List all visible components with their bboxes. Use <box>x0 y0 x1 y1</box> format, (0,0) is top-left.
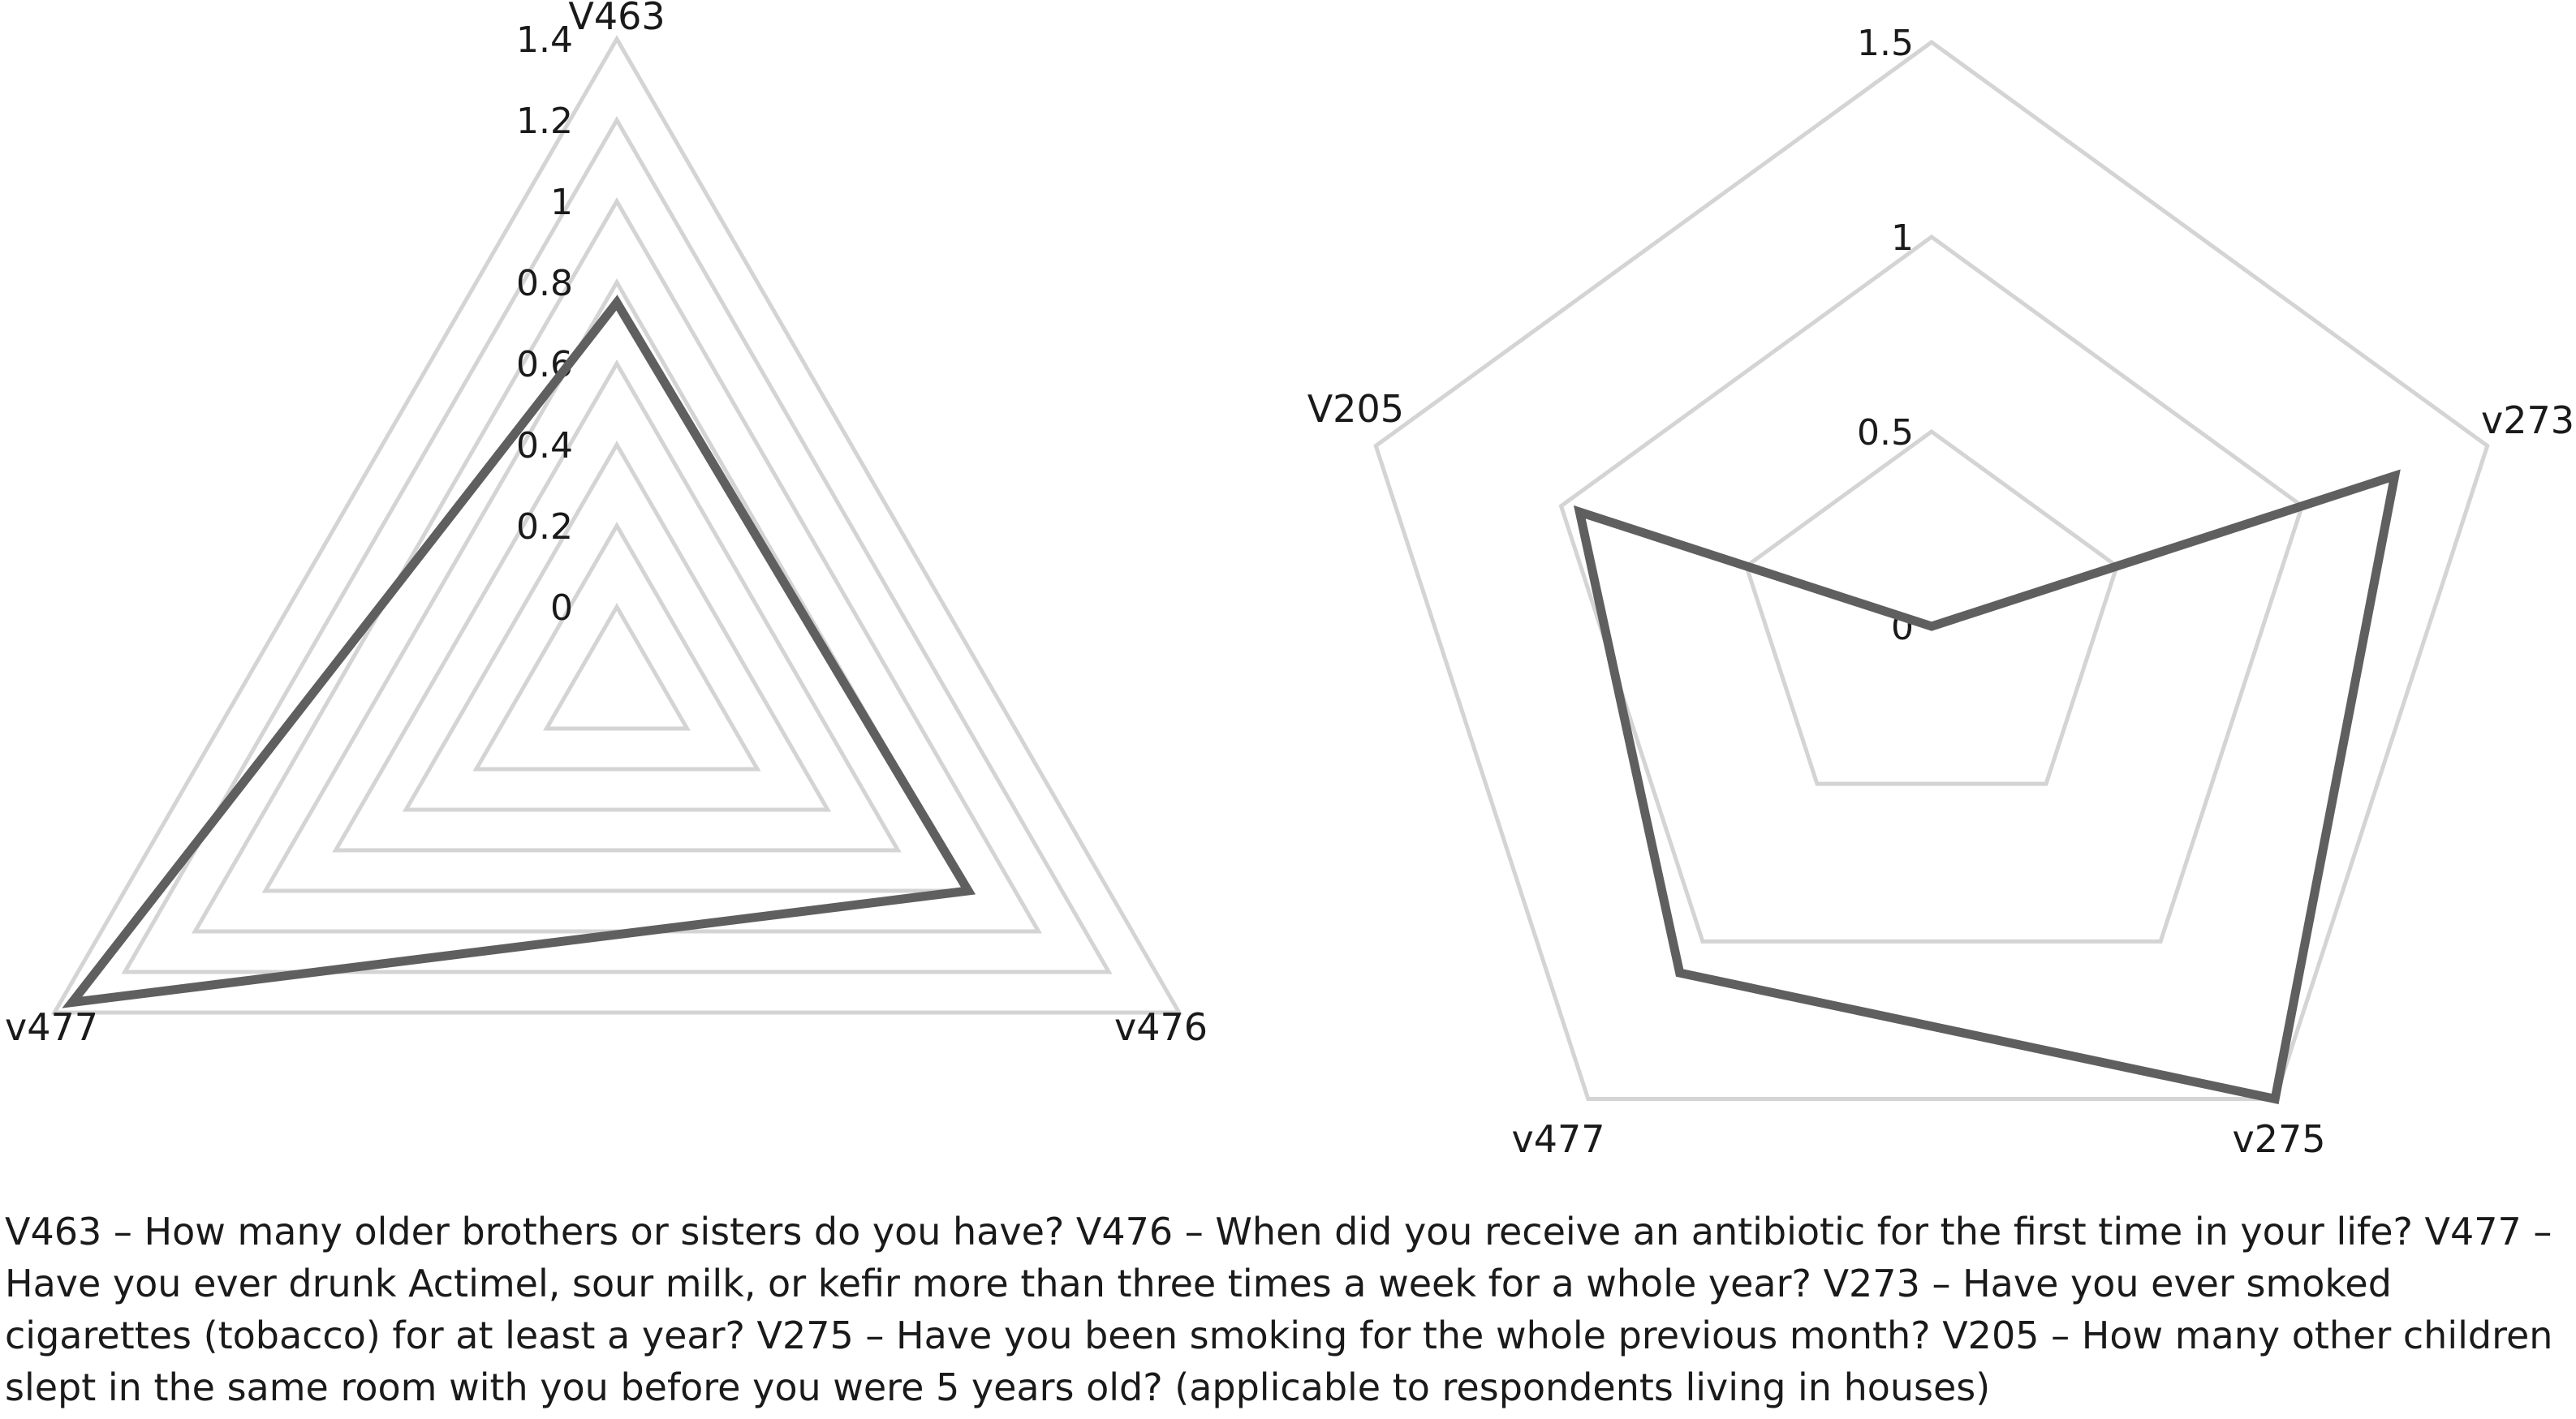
tick-label: 0.4 <box>516 425 573 467</box>
grid-ring <box>1373 39 2490 1101</box>
tick-label: 0.8 <box>516 263 573 304</box>
grid-ring <box>332 359 902 853</box>
grid-ring <box>402 440 832 812</box>
grid-ring <box>472 521 761 772</box>
tick-label: 1.5 <box>1857 23 1914 64</box>
figure-caption: V463 – How many older brothers or sister… <box>5 1210 2553 1409</box>
grid-ring <box>261 277 972 893</box>
axis-label: v476 <box>1114 1005 1208 1049</box>
series-line <box>62 295 976 1008</box>
grid-ring <box>543 602 691 731</box>
axis-label: V463 <box>568 0 665 38</box>
series-line <box>1573 469 2401 1105</box>
axis-label: v275 <box>2232 1117 2325 1161</box>
tick-label: 1 <box>550 182 573 223</box>
grid-ring <box>50 34 1183 1015</box>
tick-label: 0.5 <box>1857 412 1914 454</box>
tick-label: 1.2 <box>516 101 573 142</box>
axis-label: V205 <box>1307 387 1404 431</box>
grid-ring <box>1558 234 2305 944</box>
tick-label: 1.4 <box>516 19 573 61</box>
tick-label: 0 <box>550 587 573 629</box>
axis-label: v477 <box>1511 1117 1605 1161</box>
grid-ring <box>121 115 1113 974</box>
axis-label: v273 <box>2481 398 2574 442</box>
grid-ring <box>1743 428 2120 786</box>
axis-label: v477 <box>5 1005 98 1049</box>
tick-label: 1 <box>1891 217 1914 259</box>
tick-label: 0.2 <box>516 506 573 548</box>
